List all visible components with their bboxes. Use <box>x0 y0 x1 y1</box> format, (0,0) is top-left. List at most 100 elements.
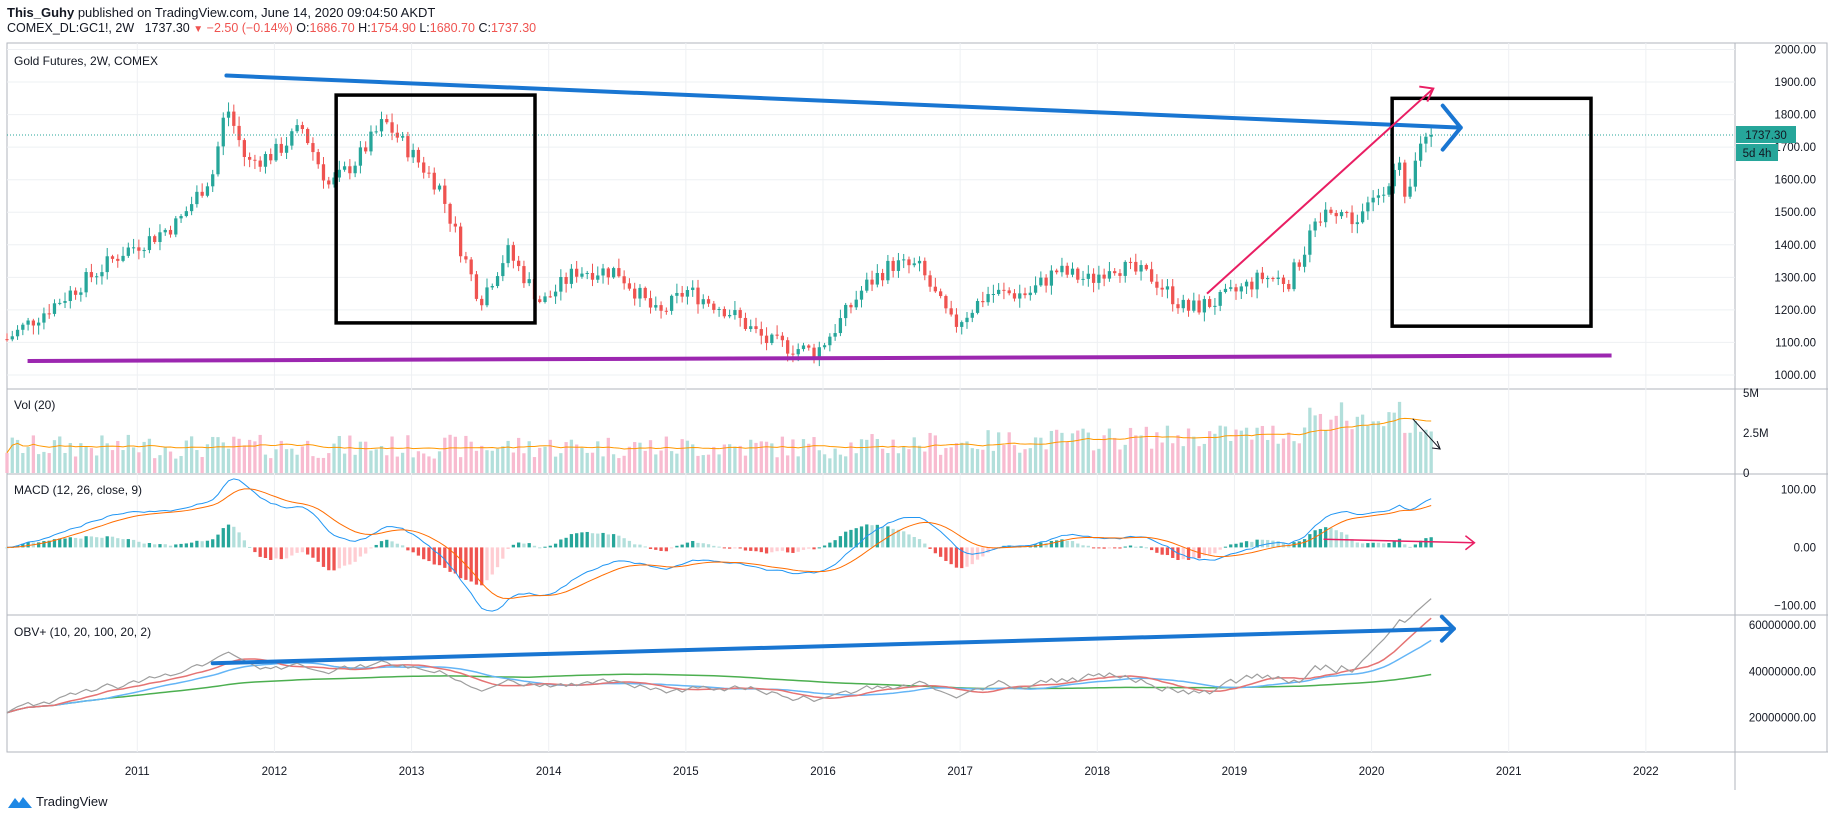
candle-up <box>506 245 510 264</box>
macd-hist-bar <box>189 542 194 548</box>
volume-bar <box>47 453 51 473</box>
volume-bar <box>754 442 758 473</box>
candle-up <box>1308 230 1312 255</box>
macd-hist-bar <box>200 541 204 548</box>
volume-bar <box>110 450 115 473</box>
volume-bar <box>1266 439 1270 473</box>
candle-down <box>722 308 726 317</box>
candle-up <box>52 303 57 314</box>
candle-up <box>189 204 194 212</box>
volume-bar <box>1429 431 1433 473</box>
volume-bar <box>295 454 299 473</box>
candle-up <box>838 318 843 334</box>
volume-bar <box>422 453 426 473</box>
volume-bar <box>712 446 716 473</box>
macd-hist-bar <box>221 528 225 548</box>
time-axis-label: 2013 <box>399 766 425 778</box>
macd-hist-bar <box>153 544 157 548</box>
macd-hist-bar <box>1208 547 1212 555</box>
macd-hist-bar <box>780 547 785 551</box>
volume-bar <box>1339 402 1344 473</box>
macd-hist-bar <box>1413 544 1417 548</box>
candle-up <box>801 345 806 350</box>
macd-hist-bar <box>638 544 642 548</box>
volume-bar <box>606 437 610 473</box>
candle-up <box>179 216 183 219</box>
obv-arrowhead <box>1439 614 1456 643</box>
macd-hist-bar <box>1324 527 1328 548</box>
macd-hist-bar <box>168 545 173 548</box>
candle-down <box>643 287 647 299</box>
candle-down <box>891 260 895 271</box>
volume-bar <box>954 443 959 473</box>
candle-up <box>26 320 30 325</box>
volume-bar <box>907 449 911 473</box>
candle-down <box>137 247 141 251</box>
macd-hist-bar <box>1155 547 1159 553</box>
macd-hist-bar <box>1186 547 1191 560</box>
candle-up <box>184 211 188 217</box>
candle-up <box>1165 286 1170 290</box>
macd-hist-bar <box>443 547 447 568</box>
macd-hist-bar <box>1070 541 1075 548</box>
volume-bar <box>997 432 1001 473</box>
candle-up <box>1255 272 1259 290</box>
price-axis-label: 1100.00 <box>1775 337 1816 349</box>
candle-down <box>89 272 94 278</box>
candle-down <box>759 329 763 336</box>
candle-up <box>580 273 584 277</box>
candle-down <box>1102 274 1106 279</box>
macd-hist-bar <box>1244 541 1249 548</box>
volume-bar <box>21 453 25 473</box>
macd-hist-bar <box>364 547 368 554</box>
macd-hist-bar <box>1223 546 1228 548</box>
candle-up <box>1223 288 1228 292</box>
macd-hist-bar <box>1397 538 1402 548</box>
volume-bar <box>342 453 347 473</box>
volume-bar <box>1181 446 1185 473</box>
price-candles <box>5 102 1433 367</box>
candle-up <box>1408 186 1412 197</box>
tradingview-branding[interactable]: TradingView <box>8 794 108 809</box>
volume-bar <box>95 455 99 473</box>
macd-hist-bar <box>400 545 405 548</box>
volume-bar <box>522 453 526 473</box>
candle-up <box>770 334 774 344</box>
volume-bar <box>1397 401 1402 473</box>
candle-down <box>110 256 115 259</box>
volume-bar <box>142 441 146 473</box>
macd-hist-bar <box>1345 534 1349 548</box>
candle-up <box>701 299 705 305</box>
macd-hist-bar <box>480 547 484 586</box>
macd-hist-bar <box>269 547 273 560</box>
chart-canvas[interactable]: 2000.00 1900.00 1800.00 1700.00 1600.00 1500.… <box>0 40 1828 790</box>
macd-hist-bar <box>960 547 964 569</box>
macd-hist-bar <box>580 532 584 548</box>
volume-bar <box>153 458 157 473</box>
macd-hist-bar <box>142 543 146 548</box>
author-name[interactable]: This_Guhy <box>7 5 75 20</box>
macd-hist-bar <box>1113 547 1117 549</box>
volume-bar <box>358 441 363 473</box>
volume-bar <box>1234 429 1238 473</box>
macd-hist-bar <box>764 547 769 554</box>
volume-bar <box>654 454 658 473</box>
macd-hist-bar <box>738 547 742 549</box>
open-label: O: <box>296 21 310 35</box>
macd-hist-bar <box>796 547 800 552</box>
candle-down <box>1091 273 1096 283</box>
macd-hist-bar <box>1234 543 1238 548</box>
volume-bar <box>306 440 310 473</box>
volume-bar <box>490 450 494 473</box>
macd-hist-bar <box>448 547 452 572</box>
macd-hist-bar <box>95 537 99 548</box>
macd-hist-bar <box>263 547 268 559</box>
candle-up <box>585 272 589 274</box>
macd-hist-bar <box>242 540 246 548</box>
volume-bar <box>1292 441 1296 473</box>
candle-up <box>501 263 505 277</box>
volume-bar <box>321 457 326 473</box>
macd-hist-bar <box>253 547 257 553</box>
volume-bar <box>1155 432 1159 473</box>
volume-bar <box>1255 427 1259 473</box>
